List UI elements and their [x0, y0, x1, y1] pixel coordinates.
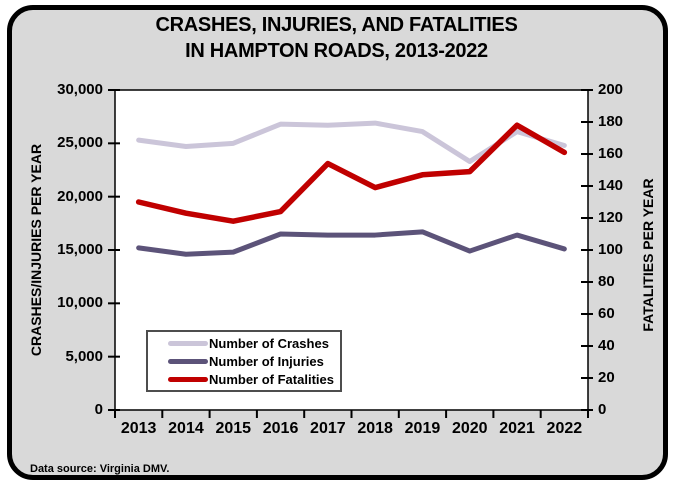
series-line-number-of-injuries [136, 229, 567, 257]
y-axis-left-tick-label: 25,000 [57, 134, 103, 152]
chart-title-line2: IN HAMPTON ROADS, 2013-2022 [185, 40, 488, 62]
y-axis-left-tick-label: 30,000 [57, 81, 103, 98]
series-line-number-of-fatalities [135, 122, 568, 224]
y-axis-right-tick-label: 160 [598, 145, 624, 162]
x-axis-tick-label: 2013 [120, 420, 157, 437]
legend-swatch-line-icon [168, 358, 208, 364]
y-axis-left-tick-label: 15,000 [57, 241, 103, 258]
y-axis-left-tick-label: 10,000 [57, 294, 103, 312]
legend-swatch-line-icon [168, 340, 208, 346]
x-axis-tick-label: 2016 [262, 420, 299, 437]
y-axis-left-tick-label: 0 [94, 401, 103, 418]
y-axis-left-tick-label: 20,000 [57, 187, 103, 205]
y-axis-right-tick-label: 180 [598, 113, 624, 130]
y-axis-right-tick-label: 20 [598, 369, 615, 386]
x-axis-tick-label: 2015 [215, 420, 252, 437]
y-axis-right-tick-label: 120 [598, 209, 624, 226]
chart-title-line1: CRASHES, INJURIES, AND FATALITIES [155, 14, 518, 36]
legend: Number of Crashes Number of Injuries Numbe… [146, 330, 342, 392]
y-axis-right-tick-label: 60 [598, 305, 615, 322]
y-axis-right-tick-label: 100 [598, 241, 624, 258]
x-axis-tick-label: 2020 [451, 420, 488, 437]
x-axis-tick-label: 2017 [310, 420, 346, 437]
x-axis-tick-label: 2022 [546, 420, 583, 437]
footer-source-note: Data source: Virginia DMV. [30, 463, 170, 475]
legend-label: Number of Injuries [209, 353, 324, 369]
legend-swatch-line-icon [168, 376, 208, 382]
chart-title: CRASHES, INJURIES, AND FATALITIES IN HAM… [0, 12, 673, 64]
legend-label: Number of Fatalities [209, 371, 334, 387]
x-axis-tick-label: 2021 [499, 420, 535, 437]
y-axis-right-tick-label: 140 [598, 177, 624, 194]
legend-item: Number of Crashes [168, 336, 340, 351]
y-axis-left-tick-label: 5,000 [65, 347, 103, 365]
y-axis-right-tick-label: 40 [598, 337, 615, 354]
x-axis-tick-label: 2014 [168, 420, 204, 437]
x-axis-tick-label: 2019 [404, 420, 441, 437]
legend-item: Number of Fatalities [168, 372, 340, 387]
legend-item: Number of Injuries [168, 354, 340, 369]
legend-label: Number of Crashes [209, 335, 329, 351]
y-axis-right-tick-label: 0 [598, 401, 607, 418]
y-axis-right-tick-label: 200 [598, 81, 624, 98]
y-axis-right-tick-label: 80 [598, 273, 615, 290]
x-axis-tick-label: 2018 [357, 420, 393, 437]
